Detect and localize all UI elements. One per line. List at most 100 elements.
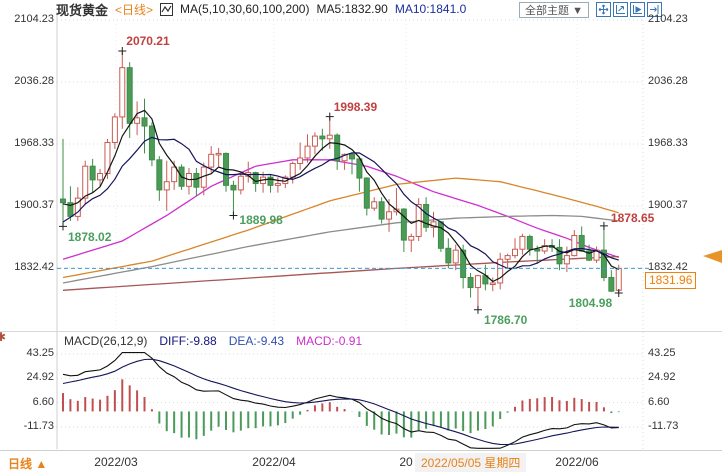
extreme-price-label: 1878.02 bbox=[68, 230, 112, 245]
time-axis-tick: 20 bbox=[399, 455, 413, 469]
time-axis-tick: 2022/03 bbox=[94, 455, 138, 469]
candle bbox=[89, 165, 96, 181]
candle bbox=[512, 248, 519, 257]
price-flag-icon bbox=[703, 250, 722, 263]
candle bbox=[215, 152, 222, 156]
ma10-readout: MA10:1841.0 bbox=[394, 2, 467, 16]
ma10-line bbox=[62, 136, 619, 270]
time-axis-bar: 日线 ▲ 2022/05/05 星期四 2022/03 2022/04 20 2022… bbox=[0, 450, 722, 473]
candle bbox=[334, 134, 341, 162]
price-axis-label-right: 1968.33 bbox=[648, 136, 688, 149]
price-axis-label-left: 2104.23 bbox=[14, 13, 54, 25]
macd-params-label: MACD(26,12,9) bbox=[64, 334, 148, 348]
candle bbox=[311, 135, 318, 147]
candle bbox=[467, 277, 474, 289]
zoom-reset-icon[interactable] bbox=[613, 2, 628, 17]
candle bbox=[460, 249, 467, 279]
candle bbox=[400, 208, 407, 241]
period-selector[interactable]: 日线 ▲ bbox=[8, 457, 48, 471]
candle bbox=[356, 158, 363, 179]
candle bbox=[119, 67, 126, 118]
candle bbox=[519, 235, 526, 250]
macd-axis-label-left: -11.73 bbox=[23, 420, 54, 432]
candle bbox=[423, 204, 430, 228]
candle bbox=[193, 172, 200, 188]
extreme-marker bbox=[229, 211, 238, 220]
ma200-line bbox=[62, 255, 619, 291]
ma100-line bbox=[62, 214, 619, 284]
macd-axis-label-right: 43.25 bbox=[648, 347, 676, 359]
candle bbox=[289, 162, 296, 178]
ma30-line bbox=[62, 159, 619, 260]
candle bbox=[348, 153, 355, 160]
extreme-price-label: 1786.70 bbox=[483, 312, 528, 327]
candle bbox=[541, 245, 548, 252]
price-axis-label-left: 1900.37 bbox=[14, 199, 54, 211]
chart-toolbar bbox=[596, 2, 662, 17]
candle bbox=[408, 235, 415, 241]
candle bbox=[148, 125, 155, 161]
candle bbox=[74, 197, 81, 217]
candle bbox=[230, 184, 237, 191]
time-axis-tick: 2022/04 bbox=[252, 455, 296, 469]
macd-axis-label-left: 6.60 bbox=[32, 395, 54, 408]
candle bbox=[252, 172, 259, 185]
price-axis-label-right: 1900.37 bbox=[648, 199, 688, 211]
candle bbox=[134, 117, 141, 124]
candle bbox=[474, 275, 481, 289]
candle bbox=[534, 248, 541, 252]
ma-settings-label: MA(5,10,30,60,100,200) bbox=[180, 2, 310, 16]
macd-macd-readout: MACD:-0.91 bbox=[296, 334, 363, 348]
jump-end-icon[interactable] bbox=[647, 2, 662, 17]
price-axis-label-left: 1832.42 bbox=[14, 261, 54, 273]
diff-line bbox=[62, 352, 619, 449]
dea-line bbox=[62, 358, 619, 446]
candle bbox=[445, 247, 452, 264]
candle bbox=[126, 67, 133, 124]
time-axis-tick: 2022/06 bbox=[555, 455, 599, 469]
candle bbox=[563, 255, 570, 265]
macd-dea-readout: DEA:-9.43 bbox=[228, 334, 285, 348]
chart-header: 现货黄金 <日线> MA(5,10,30,60,100,200) MA5:183… bbox=[56, 1, 467, 18]
candle bbox=[571, 235, 578, 257]
candle bbox=[82, 165, 89, 199]
macd-axis-label-right: 24.92 bbox=[648, 371, 676, 384]
candle bbox=[141, 117, 148, 127]
extreme-price-label: 1998.39 bbox=[333, 99, 378, 114]
macd-axis-label-right: -11.73 bbox=[648, 420, 679, 432]
price-axis-label-right: 1832.42 bbox=[648, 261, 688, 273]
candle bbox=[341, 153, 348, 162]
candle bbox=[237, 175, 244, 191]
extreme-price-label: 1878.65 bbox=[610, 210, 655, 225]
symbol-name: 现货黄金 bbox=[56, 2, 109, 18]
extreme-price-label: 1889.98 bbox=[239, 213, 283, 228]
ma5-readout: MA5:1832.90 bbox=[316, 2, 388, 16]
extreme-marker bbox=[59, 222, 67, 231]
candle bbox=[437, 221, 444, 249]
page-right-icon[interactable] bbox=[630, 2, 645, 17]
candle bbox=[267, 176, 274, 186]
candle bbox=[67, 202, 74, 217]
current-price-badge: 1831.96 bbox=[645, 272, 697, 289]
macd-header: MACD(26,12,9) DIFF:-9.88 DEA:-9.43 MACD:… bbox=[64, 334, 362, 348]
price-axis-label-left: 1968.33 bbox=[14, 136, 54, 149]
candle bbox=[378, 201, 385, 220]
theme-dropdown-button[interactable]: 全部主题 ▼ bbox=[519, 2, 589, 18]
candle bbox=[556, 246, 563, 265]
extreme-price-label: 2070.21 bbox=[126, 34, 170, 49]
extreme-price-label: 1804.98 bbox=[568, 296, 613, 311]
extreme-marker bbox=[599, 221, 608, 230]
indicator-settings-icon[interactable]: ✱ bbox=[0, 330, 7, 344]
candle bbox=[60, 198, 66, 204]
candle bbox=[304, 145, 311, 159]
pan-icon[interactable] bbox=[596, 2, 611, 17]
candle bbox=[615, 267, 622, 291]
candle bbox=[111, 116, 118, 143]
price-axis-label-right: 2036.28 bbox=[648, 74, 688, 87]
candle bbox=[608, 277, 615, 292]
candle bbox=[208, 153, 215, 168]
candle bbox=[504, 255, 511, 260]
candle bbox=[497, 258, 504, 284]
